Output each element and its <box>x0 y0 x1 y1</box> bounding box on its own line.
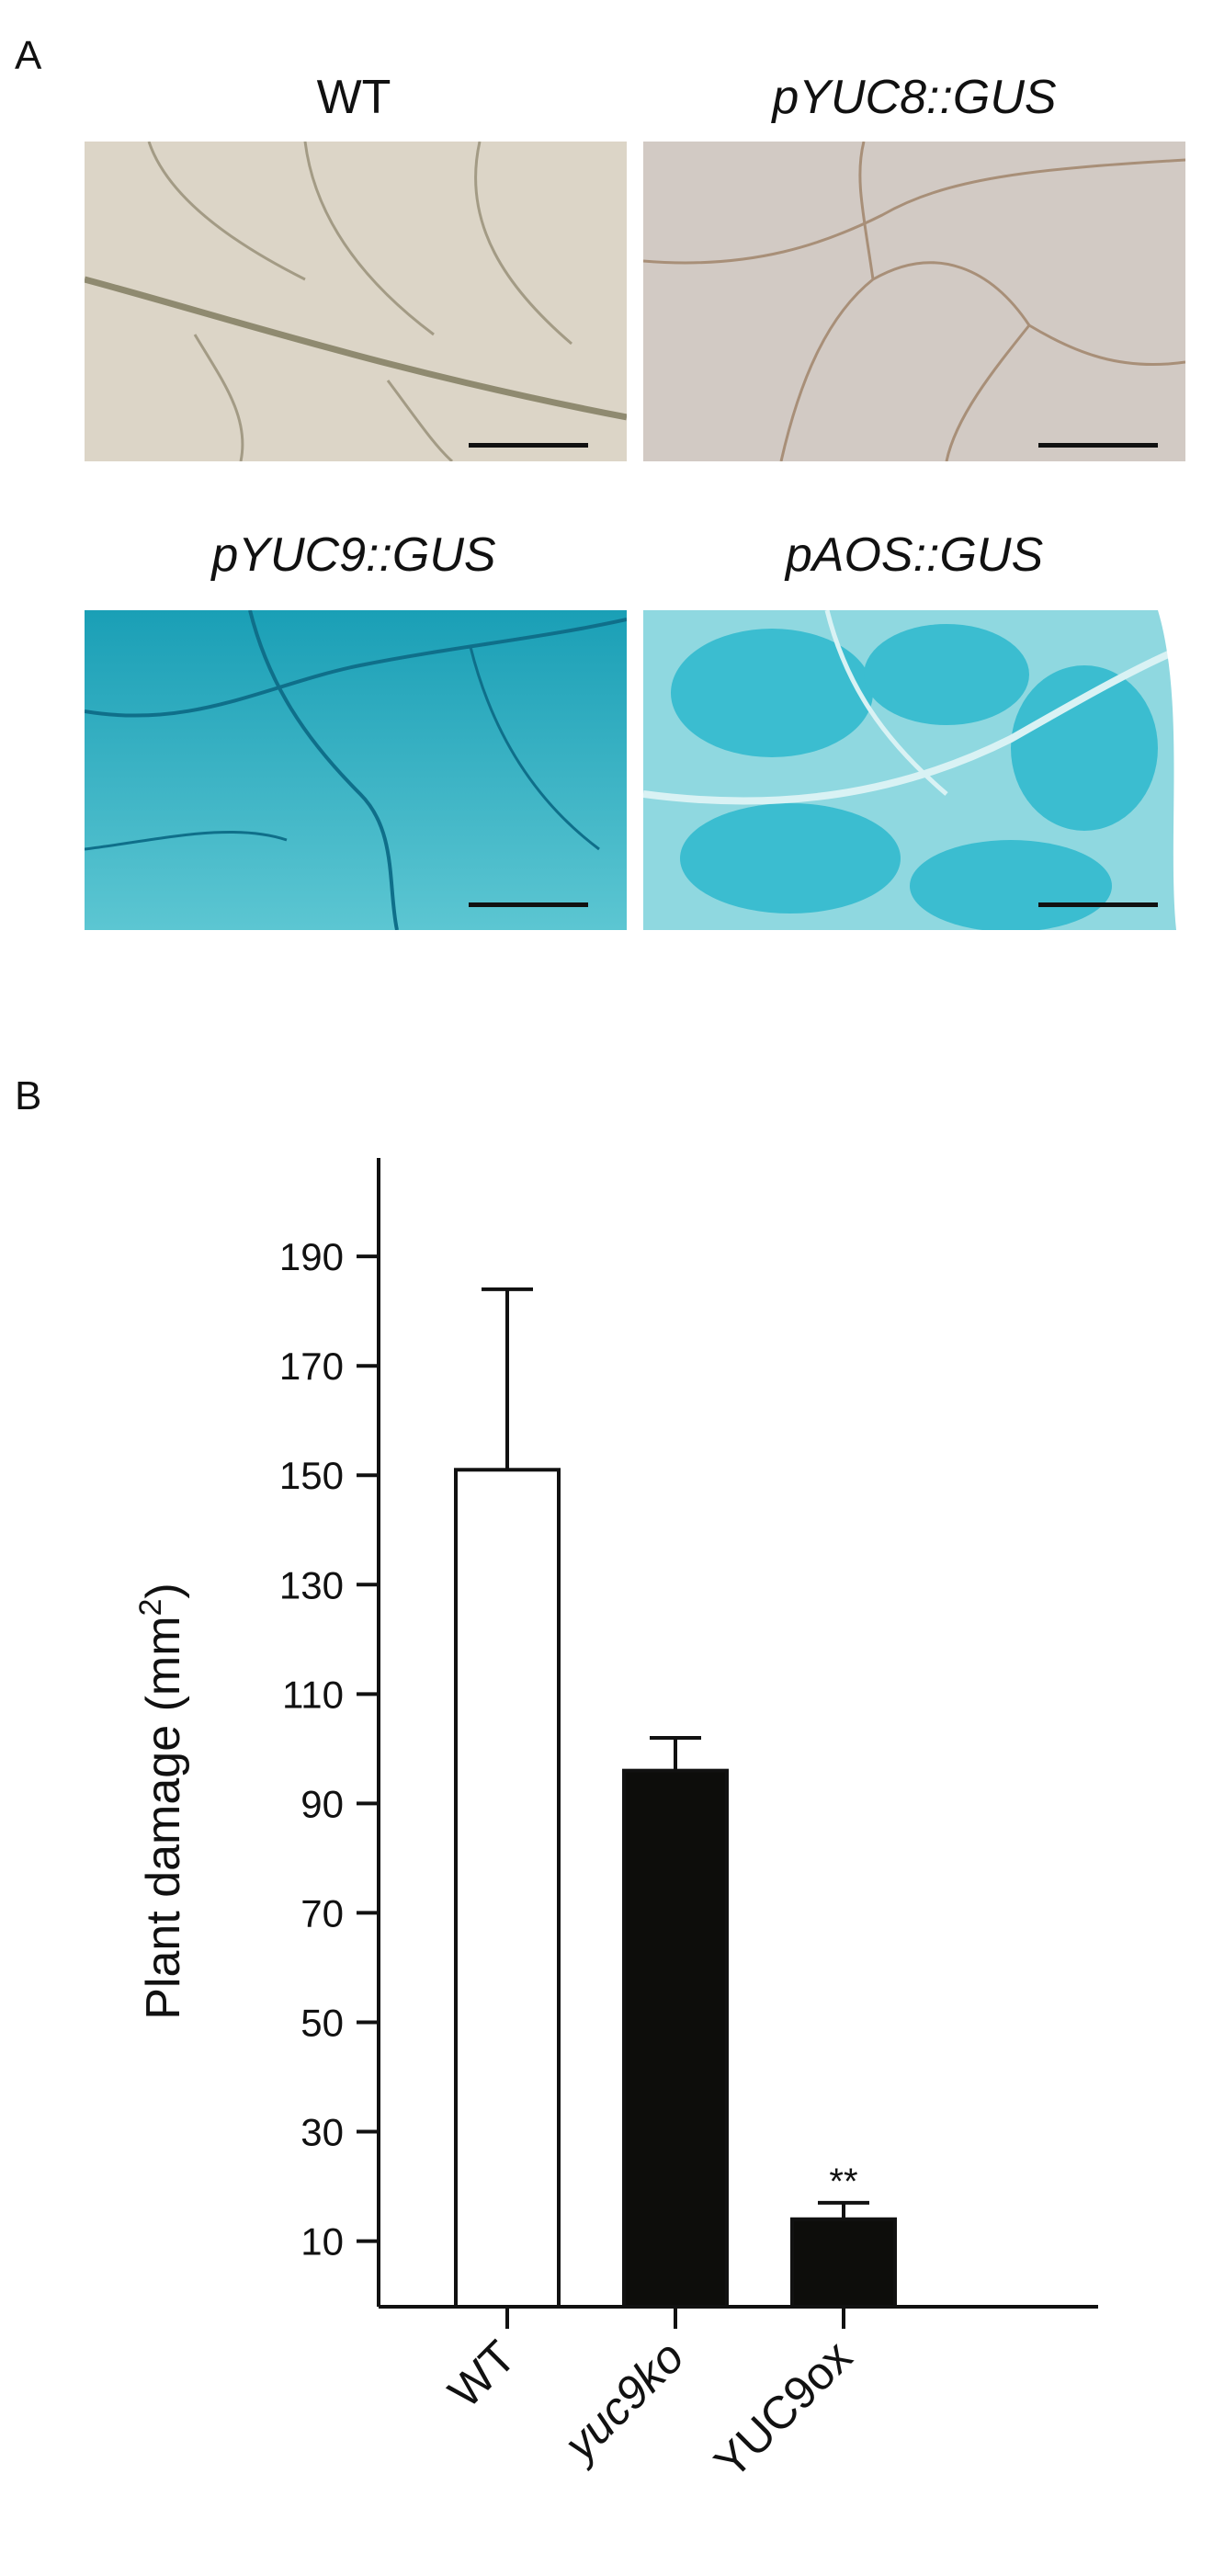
x-tick-labels: WT yuc9ko YUC9ox <box>438 2307 862 2488</box>
bar <box>622 1768 729 2309</box>
y-ticks: 10 30 50 70 90 110 130 150 170 190 <box>279 1235 379 2264</box>
bar <box>790 2217 897 2309</box>
y-axis-label-close: ) <box>137 1583 190 1598</box>
x-tick-label: WT <box>438 2331 526 2418</box>
bar <box>454 1468 561 2309</box>
leaf-image-pyuc9 <box>85 610 627 930</box>
x-tick-label: YUC9ox <box>705 2331 862 2488</box>
y-tick-label: 90 <box>300 1782 344 1825</box>
y-tick-label: 50 <box>300 2001 344 2044</box>
bar-chart: ** 10 30 50 70 90 110 130 150 170 190 WT yuc9ko YUC… <box>133 1158 1098 2488</box>
y-tick-label: 70 <box>300 1891 344 1935</box>
image-title-paos: pAOS::GUS <box>785 528 1044 582</box>
leaf-image-pyuc8 <box>643 142 1185 461</box>
y-tick-label: 10 <box>300 2220 344 2264</box>
y-tick-label: 190 <box>279 1235 344 1278</box>
leaf-image-paos <box>643 610 1185 930</box>
scale-bar <box>1038 902 1158 907</box>
y-axis-label-sup: 2 <box>133 1599 168 1617</box>
scale-bar <box>1038 443 1158 448</box>
y-axis-label-text: Plant damage (mm <box>137 1616 190 2019</box>
panel-a-label: A <box>15 33 42 78</box>
significance-annotation: ** <box>829 2162 857 2202</box>
leaf-image-wt <box>85 142 627 461</box>
x-tick-label: yuc9ko <box>552 2331 694 2472</box>
scale-bar <box>469 443 588 448</box>
y-tick-label: 30 <box>300 2111 344 2154</box>
y-axis-label: Plant damage (mm2) <box>133 1583 190 2020</box>
panel-b-label: B <box>15 1073 42 1118</box>
image-title-pyuc9: pYUC9::GUS <box>211 528 496 582</box>
y-tick-label: 130 <box>279 1563 344 1606</box>
y-tick-label: 110 <box>282 1673 344 1716</box>
y-tick-label: 150 <box>279 1454 344 1497</box>
scale-bar <box>469 902 588 907</box>
bars: ** <box>454 1287 897 2309</box>
image-title-pyuc8: pYUC8::GUS <box>772 71 1057 124</box>
y-tick-label: 170 <box>279 1345 344 1388</box>
image-title-wt: WT <box>316 71 391 124</box>
